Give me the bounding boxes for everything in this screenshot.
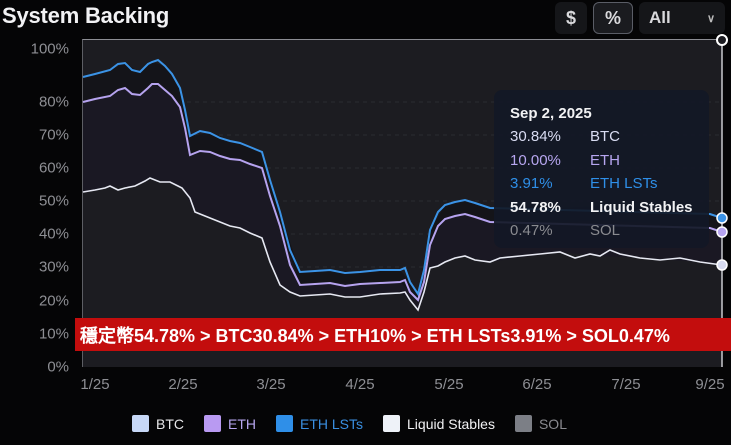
x-axis-label: 7/25 <box>611 376 641 393</box>
chart-legend: BTC ETH ETH LSTs Liquid Stables SOL <box>132 415 587 432</box>
tooltip-series-label: Liquid Stables <box>590 198 693 216</box>
tooltip-series-label: ETH LSTs <box>590 175 658 193</box>
legend-swatch-icon <box>514 415 532 432</box>
tooltip-series-label: SOL <box>590 222 621 240</box>
tooltip-row: 3.91% ETH LSTs <box>510 172 709 196</box>
y-axis-label: 50% <box>38 192 69 210</box>
eth-line <box>82 83 723 302</box>
legend-item-eth-lsts[interactable]: ETH LSTs <box>276 415 363 432</box>
tooltip-value: 54.78% <box>510 198 561 216</box>
tooltip-row: 10.00% ETH <box>510 149 709 173</box>
legend-swatch-icon <box>383 415 401 432</box>
legend-swatch-icon <box>276 415 293 432</box>
legend-item-sol[interactable]: SOL <box>514 415 567 432</box>
y-axis-label: 30% <box>38 258 69 276</box>
y-axis-label: 80% <box>38 93 69 111</box>
time-range-value: All <box>649 8 671 27</box>
y-axis-label: 70% <box>38 126 69 144</box>
chart-toolbar: $ % All ∨ <box>555 2 725 34</box>
x-axis-label: 5/25 <box>434 376 464 393</box>
tooltip-date: Sep 2, 2025 <box>510 105 592 122</box>
tooltip-row: 30.84% BTC <box>510 125 709 149</box>
tooltip-series-label: BTC <box>590 128 620 146</box>
legend-label: ETH <box>228 415 256 432</box>
page-title: System Backing <box>2 3 170 28</box>
hover-point-top <box>716 34 728 46</box>
legend-swatch-icon <box>132 415 149 432</box>
legend-label: BTC <box>156 415 184 432</box>
legend-label: ETH LSTs <box>300 415 364 432</box>
legend-label: Liquid Stables <box>407 415 495 432</box>
annotation-banner: 穩定幣54.78% > BTC30.84% > ETH10% > ETH LST… <box>75 318 731 351</box>
y-axis-label: 60% <box>38 159 69 177</box>
chevron-down-icon: ∨ <box>706 12 715 25</box>
y-axis-label: 20% <box>38 292 69 310</box>
hover-point-eth-lsts <box>716 212 728 224</box>
legend-item-eth[interactable]: ETH <box>204 415 256 432</box>
legend-item-liquid-stables[interactable]: Liquid Stables <box>383 415 495 432</box>
liquid-stables-line <box>82 177 723 312</box>
tooltip-row: 0.47% SOL <box>510 219 709 243</box>
legend-swatch-icon <box>204 415 221 432</box>
x-axis-label: 4/25 <box>345 376 375 393</box>
legend-item-btc[interactable]: BTC <box>132 415 184 432</box>
y-axis-label: 10% <box>38 325 69 343</box>
time-range-select[interactable]: All ∨ <box>639 2 725 34</box>
x-axis-label: 1/25 <box>80 376 110 393</box>
tooltip-value: 0.47% <box>510 222 553 240</box>
dollar-mode-button[interactable]: $ <box>555 2 587 34</box>
hover-point-eth <box>716 226 728 238</box>
x-axis-label: 2/25 <box>168 376 198 393</box>
x-axis-label: 9/25 <box>695 376 725 393</box>
x-axis-label: 3/25 <box>256 376 286 393</box>
tooltip-series-label: ETH <box>590 151 620 169</box>
tooltip-value: 10.00% <box>510 151 561 169</box>
y-axis-label: 0% <box>47 358 69 376</box>
eth-lsts-line <box>82 58 723 297</box>
tooltip-value: 30.84% <box>510 128 561 146</box>
tooltip-value: 3.91% <box>510 175 553 193</box>
hover-point-liquid-stables <box>716 259 728 271</box>
x-axis-label: 6/25 <box>522 376 552 393</box>
percent-mode-button[interactable]: % <box>593 2 633 34</box>
y-axis-label: 100% <box>30 40 69 58</box>
y-axis-label: 40% <box>38 225 69 243</box>
legend-label: SOL <box>538 415 567 432</box>
chart-tooltip: Sep 2, 2025 30.84% BTC 10.00% ETH 3.91% ETH L… <box>494 90 709 248</box>
tooltip-row: 54.78% Liquid Stables <box>510 196 709 220</box>
